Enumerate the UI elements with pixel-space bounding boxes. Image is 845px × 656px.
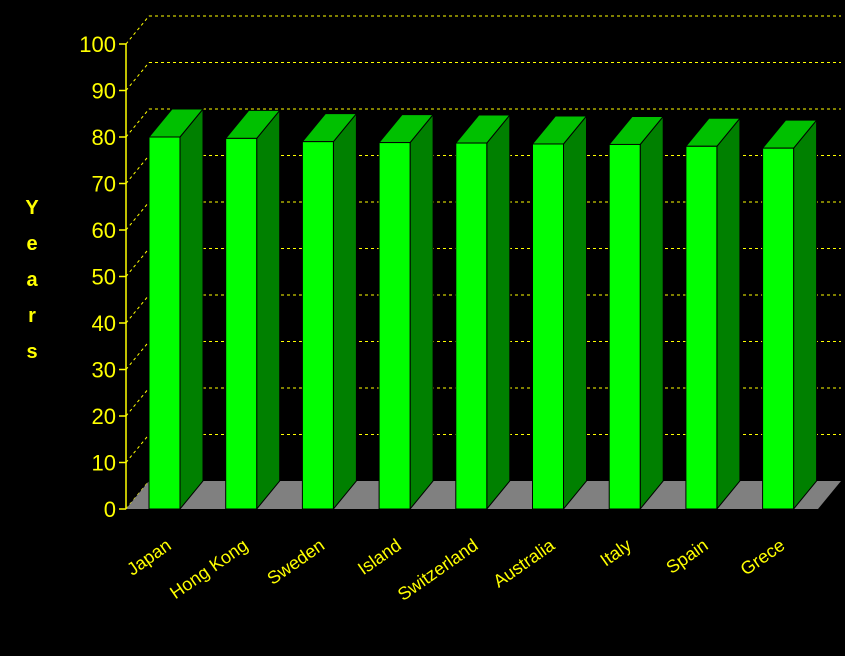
bar-front	[685, 145, 718, 510]
bar-front	[225, 137, 258, 510]
bars-layer	[147, 107, 818, 511]
y-axis: 0 10 20 30 40 50 60 70 80 90 100	[79, 32, 127, 522]
bar-front	[532, 143, 564, 510]
y-tick-label: 80	[92, 125, 116, 150]
gridline-diagonal-10	[125, 434, 150, 463]
bar-side	[409, 113, 434, 511]
bar-side	[256, 108, 281, 511]
bar-front	[608, 143, 641, 510]
gridline-diagonal-40	[125, 294, 150, 324]
x-tick-label: Australia	[489, 534, 559, 591]
x-tick-label: Spain	[663, 535, 712, 578]
y-tick-label: 40	[92, 311, 116, 336]
y-tick-label: 90	[92, 79, 116, 104]
gridline-diagonal-70	[125, 155, 150, 184]
bar-side	[332, 112, 357, 511]
y-axis-title-letter: a	[26, 269, 38, 291]
gridline-diagonal-50	[125, 248, 150, 277]
bar-side	[486, 113, 511, 511]
gridline-diagonal-80	[125, 108, 150, 138]
x-tick-label: Japan	[123, 535, 175, 580]
y-tick-label: 70	[92, 172, 116, 197]
bar-side	[639, 115, 664, 511]
bar-front	[762, 147, 795, 510]
y-tick-label: 60	[92, 218, 116, 243]
gridline-diagonal-100	[125, 15, 150, 45]
bar-sweden	[301, 112, 358, 511]
y-tick-label: 20	[92, 404, 116, 429]
bar-side	[793, 118, 818, 511]
y-tick-label: 10	[92, 451, 116, 476]
bar-australia	[531, 114, 588, 511]
y-tick-label: 0	[104, 497, 116, 522]
bar-italy	[608, 115, 665, 511]
gridline-diagonal-30	[125, 341, 150, 370]
y-tick-label: 100	[79, 32, 116, 57]
bar-island	[378, 113, 435, 511]
gridline-diagonal-90	[125, 62, 150, 91]
gridline-diagonal-60	[125, 201, 150, 231]
bar-side	[563, 114, 587, 511]
bar-switzerland	[454, 113, 511, 511]
bar-front	[148, 136, 181, 510]
bar-side	[179, 107, 204, 511]
y-axis-title-letter: e	[26, 233, 37, 255]
x-tick-label: Hong Kong	[166, 535, 251, 603]
y-tick-label: 50	[92, 265, 116, 290]
x-tick-label: Grece	[737, 535, 789, 580]
bar-spain	[684, 116, 741, 511]
x-tick-label: Italy	[596, 535, 635, 570]
bar-front	[455, 142, 488, 510]
bar-side	[716, 116, 741, 511]
bar-grece	[761, 118, 818, 511]
x-tick-label: Sweden	[263, 535, 328, 589]
bar-front	[301, 141, 334, 510]
y-axis-title-letter: Y	[25, 197, 39, 219]
gridline-diagonal-20	[125, 387, 150, 417]
y-tick-label: 30	[92, 358, 116, 383]
bar-front	[378, 142, 411, 510]
x-tick-label: Switzerland	[394, 535, 482, 605]
bar-hong-kong	[224, 108, 281, 511]
y-axis-title-letter: s	[26, 341, 37, 363]
y-axis-title-letter: r	[28, 305, 36, 327]
bar-japan	[147, 107, 205, 511]
x-tick-label: Island	[354, 535, 405, 579]
